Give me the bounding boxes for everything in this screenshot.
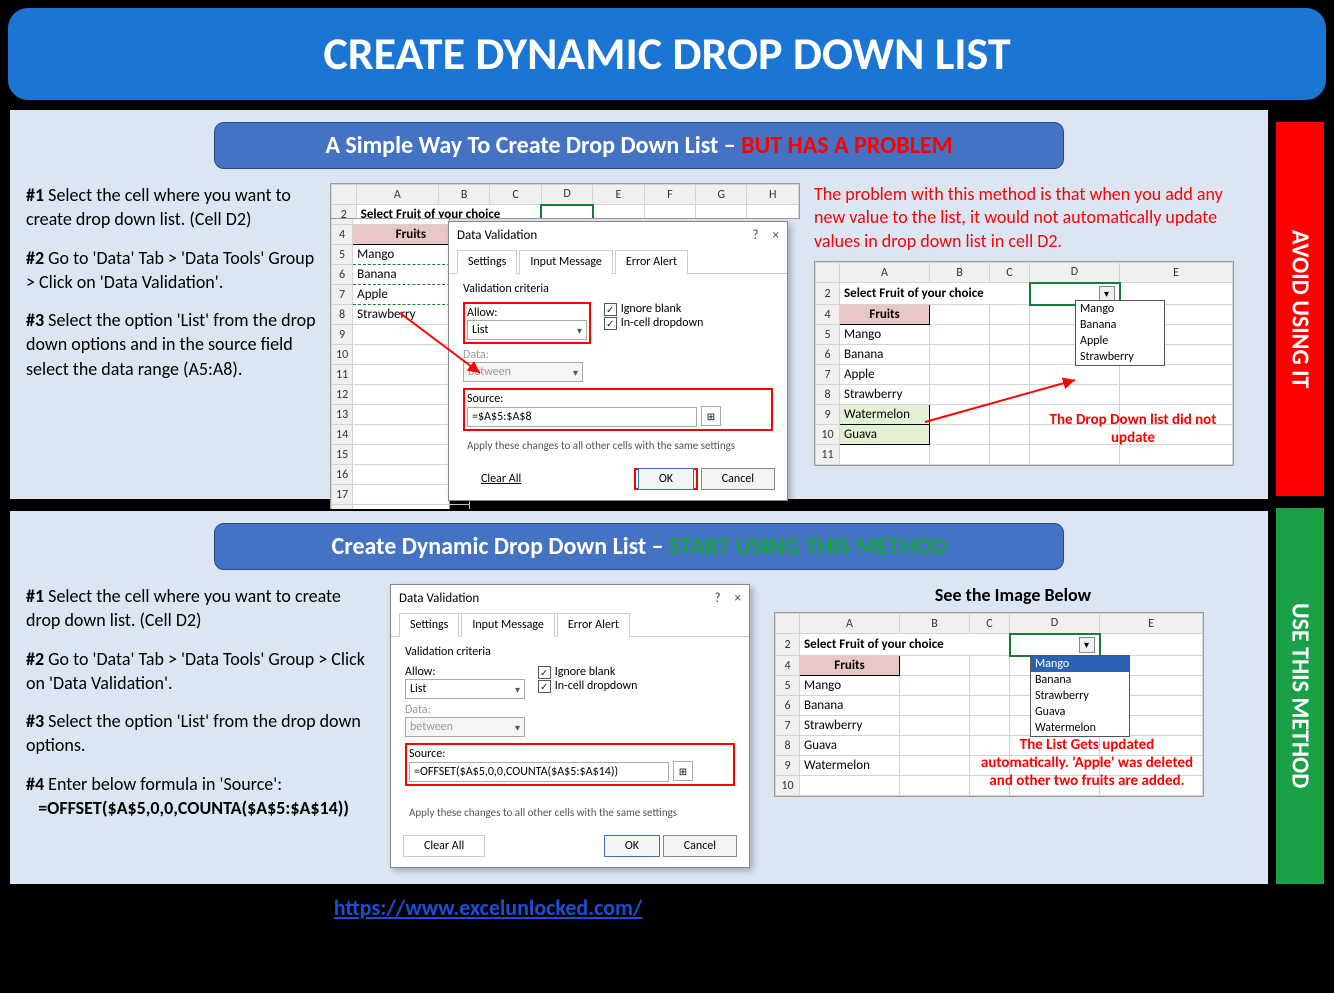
dropdown-item[interactable]: Banana: [1031, 672, 1129, 688]
dropdown-item[interactable]: Mango: [1031, 656, 1129, 672]
ok-button[interactable]: OK: [604, 835, 660, 857]
allow-combo[interactable]: List▾: [405, 679, 525, 699]
step-num: #2: [26, 247, 48, 269]
incell-dropdown-check[interactable]: ✓In-cell dropdown: [538, 679, 638, 693]
tab-input-message[interactable]: Input Message: [461, 613, 555, 637]
chevron-down-icon: ▾: [577, 324, 582, 337]
data-label: Data:: [463, 348, 489, 362]
step-text: Select the cell where you want to create…: [26, 184, 291, 230]
tab-error-alert[interactable]: Error Alert: [615, 250, 688, 274]
step-num: #1: [26, 184, 48, 206]
criteria-label: Validation criteria: [463, 282, 773, 296]
source-label: Source:: [467, 392, 503, 406]
apply-all-check[interactable]: Apply these changes to all other cells w…: [405, 806, 735, 819]
cancel-button[interactable]: Cancel: [701, 468, 775, 490]
side-tab-use: USE THIS METHOD: [1274, 506, 1326, 886]
right-cluster-1: The problem with this method is that whe…: [814, 183, 1252, 483]
side-tab-avoid: AVOID USING IT: [1274, 120, 1326, 498]
source-input[interactable]: =OFFSET($A$5,0,0,COUNTA($A$5:$A$14)): [409, 762, 669, 782]
allow-combo[interactable]: List▾: [467, 320, 587, 340]
cluster-sheet-dialog-1: A 2Select Fruit of your choice 4Fruits 5…: [330, 183, 800, 483]
ok-button[interactable]: OK: [638, 468, 694, 490]
help-icon[interactable]: ?: [752, 228, 758, 243]
dropdown-item[interactable]: Mango: [1076, 301, 1164, 317]
banner-dynamic: Create Dynamic Drop Down List – START US…: [214, 523, 1064, 570]
footer: https://www.excelunlocked.com/ Let's Unl…: [8, 894, 1326, 921]
clear-all-button[interactable]: Clear All: [461, 469, 541, 489]
banner-dynamic-text: Create Dynamic Drop Down List –: [332, 532, 670, 561]
note-updated: The List Gets updated automatically. 'Ap…: [977, 736, 1197, 790]
dialog-title: Data Validation: [399, 591, 479, 606]
banner-simple-warn: BUT HAS A PROBLEM: [741, 131, 952, 160]
step-num: #3: [26, 309, 48, 331]
see-image-below: See the Image Below: [774, 584, 1252, 606]
ignore-blank-check[interactable]: ✓Ignore blank: [538, 665, 638, 679]
ignore-blank-check[interactable]: ✓Ignore blank: [604, 302, 704, 316]
footer-text: Let's Unlock the Power of Excel for You: [642, 894, 1000, 921]
clear-all-button[interactable]: Clear All: [403, 835, 485, 857]
close-icon[interactable]: ×: [735, 591, 741, 606]
footer-link[interactable]: https://www.excelunlocked.com/: [334, 894, 643, 921]
dropdown-item[interactable]: Apple: [1076, 333, 1164, 349]
right-cluster-2: See the Image Below ABCDE 2Select Fruit …: [774, 584, 1252, 868]
data-validation-dialog-2: Data Validation ? × Settings Input Messag…: [390, 584, 750, 868]
tab-error-alert[interactable]: Error Alert: [557, 613, 630, 637]
cancel-button[interactable]: Cancel: [663, 835, 737, 857]
close-icon[interactable]: ×: [773, 228, 779, 243]
dropdown-item[interactable]: Banana: [1076, 317, 1164, 333]
tab-settings[interactable]: Settings: [399, 613, 459, 637]
dropdown-list-2[interactable]: Mango Banana Strawberry Guava Watermelon: [1030, 655, 1130, 737]
incell-dropdown-check[interactable]: ✓In-cell dropdown: [604, 316, 704, 330]
banner-simple-text: A Simple Way To Create Drop Down List –: [325, 131, 741, 160]
range-picker-icon[interactable]: ⊞: [701, 406, 721, 426]
allow-label: Allow:: [467, 306, 498, 320]
panel-dynamic-method: Create Dynamic Drop Down List – START US…: [8, 509, 1270, 886]
data-validation-dialog-1: Data Validation ? × Settings Input Messag…: [448, 221, 788, 501]
data-combo: between▾: [463, 362, 583, 382]
step-text: Select the option 'List' from the drop d…: [26, 309, 316, 380]
mini-sheet-1: A 2Select Fruit of your choice 4Fruits 5…: [330, 183, 450, 546]
note-not-updated: The Drop Down list did not update: [1043, 411, 1223, 447]
dropdown-list-1[interactable]: Mango Banana Apple Strawberry: [1075, 300, 1165, 366]
panel-simple-method: A Simple Way To Create Drop Down List – …: [8, 108, 1270, 501]
apply-all-check[interactable]: Apply these changes to all other cells w…: [463, 439, 773, 452]
dropdown-item[interactable]: Strawberry: [1031, 688, 1129, 704]
dropdown-arrow-icon[interactable]: ▾: [1079, 637, 1095, 653]
mini-sheet-problem: ABCDE 2Select Fruit of your choice▾ 4Fru…: [814, 261, 1234, 466]
steps-dynamic: #1 Select the cell where you want to cre…: [26, 584, 376, 868]
dialog-title: Data Validation: [457, 228, 537, 243]
banner-dynamic-good: START USING THIS METHOD: [669, 532, 946, 561]
problem-description: The problem with this method is that whe…: [814, 183, 1252, 253]
step-text: Go to 'Data' Tab > 'Data Tools' Group > …: [26, 247, 314, 293]
dropdown-item[interactable]: Watermelon: [1031, 720, 1129, 736]
banner-simple: A Simple Way To Create Drop Down List – …: [214, 122, 1064, 169]
offset-formula: =OFFSET($A$5,0,0,COUNTA($A$5:$A$14)): [38, 797, 349, 819]
data-combo: between▾: [405, 717, 525, 737]
range-picker-icon[interactable]: ⊞: [673, 761, 693, 781]
dropdown-item[interactable]: Guava: [1031, 704, 1129, 720]
tab-settings[interactable]: Settings: [457, 250, 517, 274]
mini-sheet-dynamic: ABCDE 2Select Fruit of your choice▾ 4Fru…: [774, 612, 1204, 797]
steps-simple: #1 Select the cell where you want to cre…: [26, 183, 316, 483]
help-icon[interactable]: ?: [714, 591, 720, 606]
col-headers-strip: A B C D E F G H 2Select Fruit of your ch…: [330, 183, 800, 219]
tab-input-message[interactable]: Input Message: [519, 250, 613, 274]
source-input[interactable]: =$A$5:$A$8: [467, 407, 697, 427]
main-title: CREATE DYNAMIC DROP DOWN LIST: [8, 8, 1326, 100]
dropdown-item[interactable]: Strawberry: [1076, 349, 1164, 365]
